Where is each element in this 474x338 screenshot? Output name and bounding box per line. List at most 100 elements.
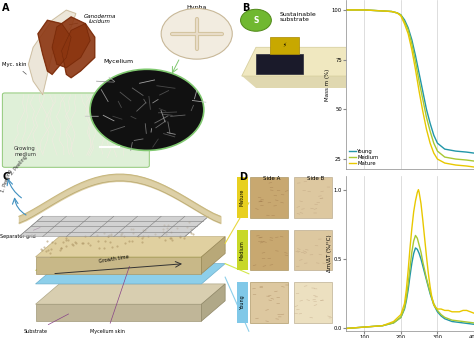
Young bbox=[394, 11, 400, 15]
Medium bbox=[431, 141, 437, 145]
Mature bbox=[394, 11, 400, 15]
Mature bbox=[471, 165, 474, 169]
Text: Substrate: Substrate bbox=[24, 314, 69, 334]
Bar bbox=[294, 282, 332, 323]
Circle shape bbox=[161, 8, 232, 59]
Text: +: + bbox=[347, 19, 364, 38]
Mature bbox=[380, 9, 385, 13]
Young bbox=[420, 90, 426, 94]
Medium bbox=[453, 157, 458, 161]
Young bbox=[464, 150, 470, 154]
Young bbox=[442, 147, 447, 151]
Mature bbox=[453, 163, 458, 167]
Bar bbox=[237, 230, 248, 270]
Text: Myc. skin: Myc. skin bbox=[2, 62, 27, 74]
Medium bbox=[389, 9, 394, 14]
Young bbox=[389, 9, 394, 14]
Text: E: E bbox=[318, 0, 325, 2]
Polygon shape bbox=[38, 20, 71, 74]
Mature bbox=[416, 90, 422, 94]
Medium bbox=[420, 97, 426, 101]
Text: Septum: Septum bbox=[172, 28, 189, 32]
Text: Mycelium skin: Mycelium skin bbox=[90, 266, 129, 334]
Text: S: S bbox=[253, 16, 259, 25]
Mature bbox=[464, 164, 470, 168]
Text: D: D bbox=[239, 172, 247, 183]
Text: 1. Peeling: 1. Peeling bbox=[0, 169, 13, 193]
Young bbox=[405, 26, 411, 30]
Young bbox=[471, 151, 474, 155]
Polygon shape bbox=[242, 47, 469, 76]
Polygon shape bbox=[28, 10, 76, 95]
Mature bbox=[369, 8, 374, 13]
Polygon shape bbox=[52, 17, 90, 68]
Text: B: B bbox=[242, 3, 249, 14]
Young bbox=[431, 133, 437, 137]
Medium bbox=[394, 11, 400, 15]
Bar bbox=[250, 177, 288, 218]
Medium bbox=[409, 42, 415, 46]
Text: High-performance
electronics: High-performance electronics bbox=[422, 11, 474, 22]
Line: Mature: Mature bbox=[346, 10, 474, 167]
Text: Medium: Medium bbox=[240, 240, 245, 260]
Young bbox=[424, 107, 429, 112]
Medium bbox=[354, 8, 360, 12]
Bar bbox=[250, 282, 288, 323]
Text: C: C bbox=[2, 172, 9, 183]
Mature bbox=[420, 109, 426, 113]
Mature bbox=[343, 8, 349, 12]
Mature bbox=[435, 157, 440, 161]
Text: A: A bbox=[2, 3, 10, 14]
Circle shape bbox=[90, 69, 204, 150]
Text: Side B: Side B bbox=[307, 176, 324, 181]
Polygon shape bbox=[19, 216, 209, 237]
Bar bbox=[250, 230, 288, 270]
Medium bbox=[471, 159, 474, 163]
Line: Young: Young bbox=[346, 10, 474, 153]
Medium bbox=[343, 8, 349, 12]
Mature bbox=[442, 161, 447, 165]
Y-axis label: Mass m (%): Mass m (%) bbox=[325, 68, 330, 101]
Text: 2. Peeling: 2. Peeling bbox=[9, 154, 28, 176]
Medium bbox=[401, 20, 407, 24]
Polygon shape bbox=[36, 237, 225, 257]
Mature bbox=[405, 32, 411, 36]
Young bbox=[343, 8, 349, 12]
Mature bbox=[354, 8, 360, 12]
Medium bbox=[398, 13, 404, 17]
Polygon shape bbox=[201, 237, 225, 274]
Mature bbox=[398, 14, 404, 18]
Young bbox=[427, 121, 433, 125]
Young bbox=[416, 72, 422, 76]
Young bbox=[435, 141, 440, 145]
Medium bbox=[413, 59, 419, 64]
Text: Growth time: Growth time bbox=[98, 254, 129, 264]
Text: Cell wall: Cell wall bbox=[188, 54, 206, 58]
Bar bbox=[294, 230, 332, 270]
Legend: Young, Medium, Mature: Young, Medium, Mature bbox=[349, 149, 379, 166]
Text: Hypha: Hypha bbox=[187, 5, 207, 10]
Polygon shape bbox=[242, 76, 469, 88]
Polygon shape bbox=[62, 24, 95, 78]
Bar bbox=[270, 37, 299, 54]
Circle shape bbox=[383, 9, 413, 31]
Bar bbox=[294, 177, 332, 218]
Medium bbox=[424, 115, 429, 119]
Medium bbox=[369, 8, 374, 13]
Text: Sustainable
substrate: Sustainable substrate bbox=[280, 11, 317, 22]
FancyBboxPatch shape bbox=[2, 93, 149, 167]
Text: Nucleus: Nucleus bbox=[200, 25, 217, 29]
Mature bbox=[389, 9, 394, 14]
Medium bbox=[405, 28, 411, 32]
Mature bbox=[401, 22, 407, 26]
Mature bbox=[413, 68, 419, 72]
Young bbox=[369, 8, 374, 13]
Text: ⚡: ⚡ bbox=[283, 43, 286, 48]
Young bbox=[409, 38, 415, 42]
Text: ⚡: ⚡ bbox=[396, 18, 401, 23]
Mature bbox=[431, 151, 437, 155]
Text: Separator grid: Separator grid bbox=[0, 227, 40, 239]
Bar bbox=[237, 282, 248, 323]
Text: Mature: Mature bbox=[240, 189, 245, 207]
Medium bbox=[362, 8, 367, 12]
